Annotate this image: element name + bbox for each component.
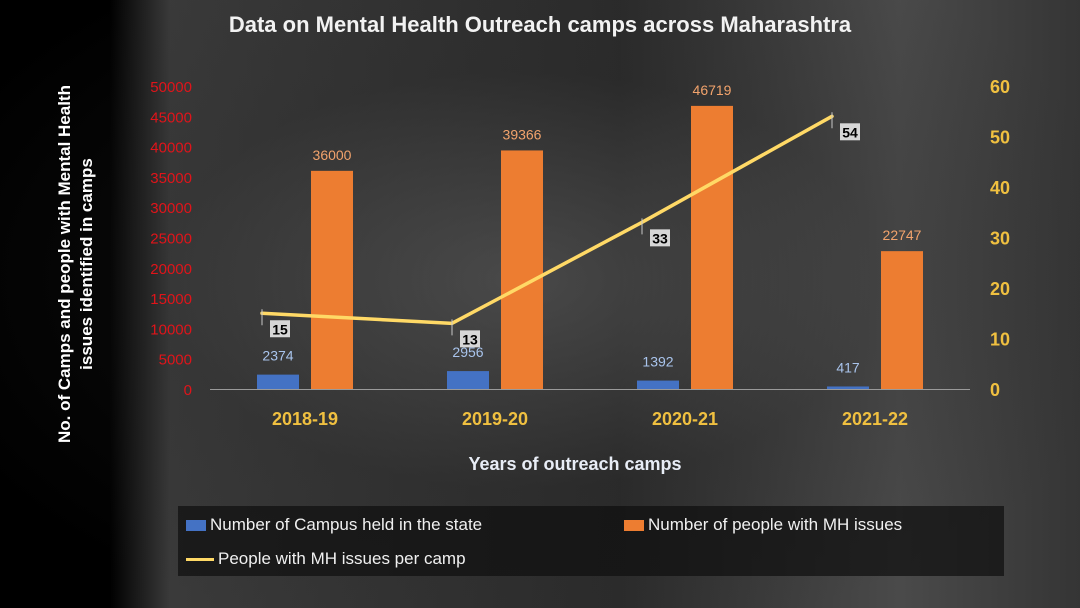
data-label-bg <box>840 123 860 141</box>
y-tick-right: 60 <box>990 77 1010 97</box>
legend-label-camps: Number of Campus held in the state <box>210 515 483 534</box>
x-tick-label: 2020-21 <box>652 409 718 429</box>
legend-label-people: Number of people with MH issues <box>648 515 903 534</box>
data-label-people: 46719 <box>693 82 732 98</box>
x-axis-label: Years of outreach camps <box>468 454 682 474</box>
data-label-camps: 2374 <box>262 348 293 364</box>
y-tick-right: 20 <box>990 279 1010 299</box>
y-tick-right: 0 <box>990 380 1000 400</box>
legend-label-per-camp: People with MH issues per camp <box>218 549 466 568</box>
x-tick-label: 2018-19 <box>272 409 338 429</box>
y-tick-left: 45000 <box>150 109 192 126</box>
bar-camps <box>637 380 679 389</box>
bar-people <box>501 150 543 389</box>
bar-camps <box>827 386 869 389</box>
legend-item-people: Number of people with MH issues <box>624 515 902 535</box>
data-label-per-camp: 15 <box>272 321 288 337</box>
y-tick-left: 50000 <box>150 79 192 96</box>
y-axis-label: No. of Camps and people with Mental Heal… <box>54 85 98 443</box>
data-label-per-camp: 13 <box>462 331 478 347</box>
data-label-people: 36000 <box>313 147 352 163</box>
y-tick-right: 50 <box>990 128 1010 148</box>
bar-camps <box>447 371 489 389</box>
y-tick-left: 40000 <box>150 140 192 157</box>
y-tick-left: 0 <box>184 382 192 399</box>
data-label-people: 39366 <box>503 126 542 142</box>
y-tick-left: 15000 <box>150 291 192 308</box>
data-label-people: 22747 <box>883 227 922 243</box>
chart-title: Data on Mental Health Outreach camps acr… <box>228 12 852 37</box>
x-tick-label: 2021-22 <box>842 409 908 429</box>
data-label-bg <box>460 330 480 348</box>
y-tick-left: 5000 <box>159 352 192 369</box>
y-tick-left: 25000 <box>150 231 192 248</box>
y-axis-label-line-1: No. of Camps and people with Mental Heal… <box>55 85 74 443</box>
legend: Number of Campus held in the state Numbe… <box>178 506 1004 576</box>
bar-people <box>881 251 923 389</box>
y-tick-left: 30000 <box>150 200 192 217</box>
bar-people <box>311 170 353 389</box>
y-tick-right: 40 <box>990 178 1010 198</box>
y-tick-right: 10 <box>990 330 1010 350</box>
data-label-per-camp: 33 <box>652 230 668 246</box>
data-label-bg <box>270 320 290 338</box>
data-label-camps: 2956 <box>452 344 483 360</box>
data-label-per-camp: 54 <box>842 124 858 140</box>
y-tick-left: 20000 <box>150 261 192 278</box>
legend-swatch-people <box>624 519 644 531</box>
data-label-camps: 417 <box>836 359 860 375</box>
y-tick-right: 30 <box>990 229 1010 249</box>
y-axis-label-line-2: issues identified in camps <box>77 158 96 370</box>
bar-people <box>691 105 733 389</box>
data-label-camps: 1392 <box>642 354 673 370</box>
y-tick-left: 35000 <box>150 170 192 187</box>
legend-swatch-per-camp <box>186 557 214 561</box>
x-tick-label: 2019-20 <box>462 409 528 429</box>
legend-item-camps: Number of Campus held in the state <box>186 515 482 535</box>
bar-camps <box>257 374 299 389</box>
legend-swatch-camps <box>186 519 206 531</box>
legend-item-per-camp: People with MH issues per camp <box>186 549 466 569</box>
data-label-bg <box>650 229 670 247</box>
y-tick-left: 10000 <box>150 321 192 338</box>
line-per-camp <box>260 114 834 326</box>
